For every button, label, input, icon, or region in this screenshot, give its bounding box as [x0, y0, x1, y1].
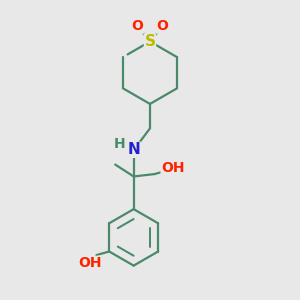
Text: OH: OH	[161, 160, 184, 175]
Text: S: S	[145, 34, 155, 49]
Text: O: O	[132, 19, 143, 33]
Text: OH: OH	[79, 256, 102, 270]
Text: N: N	[127, 142, 140, 157]
Text: H: H	[114, 137, 125, 151]
Text: O: O	[157, 19, 168, 33]
